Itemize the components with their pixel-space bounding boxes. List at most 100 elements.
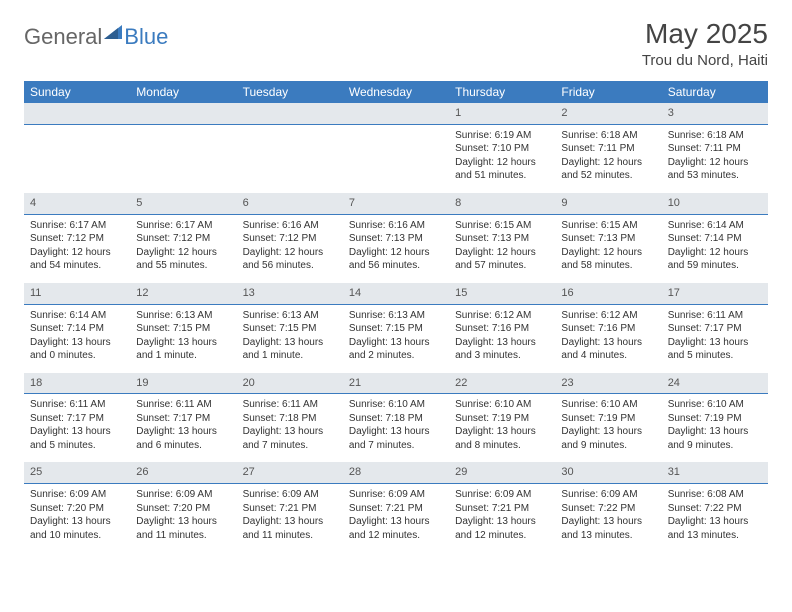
day-number: 18 <box>24 373 130 395</box>
sunrise-line: Sunrise: 6:10 AM <box>668 398 762 412</box>
day-number: 3 <box>662 103 768 125</box>
day-number: 2 <box>555 103 661 125</box>
daylight-line: Daylight: 13 hours and 9 minutes. <box>668 425 762 452</box>
sunset-line: Sunset: 7:14 PM <box>668 232 762 246</box>
daylight-line: Daylight: 12 hours and 57 minutes. <box>455 246 549 273</box>
sunrise-line: Sunrise: 6:09 AM <box>349 488 443 502</box>
weekday-saturday: Saturday <box>662 81 768 103</box>
day-number: 16 <box>555 283 661 305</box>
sunset-line: Sunset: 7:22 PM <box>668 502 762 516</box>
day-cell-24: 24Sunrise: 6:10 AMSunset: 7:19 PMDayligh… <box>662 372 768 462</box>
day-cell-26: 26Sunrise: 6:09 AMSunset: 7:20 PMDayligh… <box>130 461 236 551</box>
sunset-line: Sunset: 7:20 PM <box>136 502 230 516</box>
day-body: Sunrise: 6:11 AMSunset: 7:18 PMDaylight:… <box>237 394 343 460</box>
sunset-line: Sunset: 7:13 PM <box>349 232 443 246</box>
daylight-line: Daylight: 12 hours and 55 minutes. <box>136 246 230 273</box>
daylight-line: Daylight: 12 hours and 59 minutes. <box>668 246 762 273</box>
sunrise-line: Sunrise: 6:13 AM <box>243 309 337 323</box>
empty-cell <box>343 103 449 192</box>
sunset-line: Sunset: 7:17 PM <box>30 412 124 426</box>
sunrise-line: Sunrise: 6:11 AM <box>136 398 230 412</box>
month-title: May 2025 <box>642 18 768 50</box>
brand-logo: General Blue <box>24 18 168 50</box>
calendar-row: 11Sunrise: 6:14 AMSunset: 7:14 PMDayligh… <box>24 282 768 372</box>
sunset-line: Sunset: 7:10 PM <box>455 142 549 156</box>
day-cell-5: 5Sunrise: 6:17 AMSunset: 7:12 PMDaylight… <box>130 192 236 282</box>
daylight-line: Daylight: 13 hours and 7 minutes. <box>349 425 443 452</box>
day-body <box>343 125 449 185</box>
sunset-line: Sunset: 7:21 PM <box>243 502 337 516</box>
day-body: Sunrise: 6:12 AMSunset: 7:16 PMDaylight:… <box>555 305 661 371</box>
calendar-grid: SundayMondayTuesdayWednesdayThursdayFrid… <box>24 81 768 552</box>
day-cell-14: 14Sunrise: 6:13 AMSunset: 7:15 PMDayligh… <box>343 282 449 372</box>
day-number: 15 <box>449 283 555 305</box>
day-number: 27 <box>237 462 343 484</box>
daylight-line: Daylight: 12 hours and 56 minutes. <box>349 246 443 273</box>
sunrise-line: Sunrise: 6:16 AM <box>243 219 337 233</box>
sunrise-line: Sunrise: 6:09 AM <box>136 488 230 502</box>
weekday-thursday: Thursday <box>449 81 555 103</box>
sunset-line: Sunset: 7:22 PM <box>561 502 655 516</box>
day-cell-11: 11Sunrise: 6:14 AMSunset: 7:14 PMDayligh… <box>24 282 130 372</box>
sunrise-line: Sunrise: 6:09 AM <box>455 488 549 502</box>
sunrise-line: Sunrise: 6:17 AM <box>136 219 230 233</box>
sail-icon <box>104 25 122 39</box>
daylight-line: Daylight: 13 hours and 1 minute. <box>243 336 337 363</box>
daylight-line: Daylight: 13 hours and 3 minutes. <box>455 336 549 363</box>
day-body: Sunrise: 6:15 AMSunset: 7:13 PMDaylight:… <box>449 215 555 281</box>
day-number: 12 <box>130 283 236 305</box>
day-body: Sunrise: 6:13 AMSunset: 7:15 PMDaylight:… <box>130 305 236 371</box>
sunset-line: Sunset: 7:19 PM <box>455 412 549 426</box>
day-cell-15: 15Sunrise: 6:12 AMSunset: 7:16 PMDayligh… <box>449 282 555 372</box>
sunset-line: Sunset: 7:20 PM <box>30 502 124 516</box>
title-block: May 2025 Trou du Nord, Haiti <box>642 18 768 69</box>
sunrise-line: Sunrise: 6:12 AM <box>455 309 549 323</box>
day-body: Sunrise: 6:13 AMSunset: 7:15 PMDaylight:… <box>237 305 343 371</box>
weekday-sunday: Sunday <box>24 81 130 103</box>
day-number: 1 <box>449 103 555 125</box>
sunrise-line: Sunrise: 6:11 AM <box>30 398 124 412</box>
day-body: Sunrise: 6:13 AMSunset: 7:15 PMDaylight:… <box>343 305 449 371</box>
sunrise-line: Sunrise: 6:09 AM <box>30 488 124 502</box>
sunrise-line: Sunrise: 6:10 AM <box>349 398 443 412</box>
day-body: Sunrise: 6:12 AMSunset: 7:16 PMDaylight:… <box>449 305 555 371</box>
daylight-line: Daylight: 12 hours and 54 minutes. <box>30 246 124 273</box>
day-cell-22: 22 Sunrise: 6:10 AMSunset: 7:19 PMDayligh… <box>449 372 555 462</box>
day-number: 6 <box>237 193 343 215</box>
calendar-row: 1Sunrise: 6:19 AMSunset: 7:10 PMDaylight… <box>24 103 768 192</box>
sunrise-line: Sunrise: 6:14 AM <box>668 219 762 233</box>
day-number: 20 <box>237 373 343 395</box>
sunrise-line: Sunrise: 6:09 AM <box>561 488 655 502</box>
daylight-line: Daylight: 13 hours and 8 minutes. <box>455 425 549 452</box>
empty-cell <box>237 103 343 192</box>
day-number: 17 <box>662 283 768 305</box>
header: General Blue May 2025 Trou du Nord, Hait… <box>24 18 768 69</box>
daylight-line: Daylight: 13 hours and 2 minutes. <box>349 336 443 363</box>
sunrise-line: Sunrise: 6:18 AM <box>668 129 762 143</box>
day-number: 5 <box>130 193 236 215</box>
sunset-line: Sunset: 7:12 PM <box>243 232 337 246</box>
day-body: Sunrise: 6:11 AMSunset: 7:17 PMDaylight:… <box>130 394 236 460</box>
sunrise-line: Sunrise: 6:10 AM <box>455 398 549 412</box>
day-body: Sunrise: 6:08 AMSunset: 7:22 PMDaylight:… <box>662 484 768 550</box>
day-number: 25 <box>24 462 130 484</box>
day-number: 21 <box>343 373 449 395</box>
day-number: 8 <box>449 193 555 215</box>
day-body <box>24 125 130 185</box>
daylight-line: Daylight: 13 hours and 0 minutes. <box>30 336 124 363</box>
sunrise-line: Sunrise: 6:10 AM <box>561 398 655 412</box>
day-number: 22 <box>449 373 555 395</box>
sunset-line: Sunset: 7:13 PM <box>561 232 655 246</box>
day-body: Sunrise: 6:09 AMSunset: 7:20 PMDaylight:… <box>24 484 130 550</box>
daylight-line: Daylight: 13 hours and 13 minutes. <box>668 515 762 542</box>
day-cell-17: 17Sunrise: 6:11 AMSunset: 7:17 PMDayligh… <box>662 282 768 372</box>
sunset-line: Sunset: 7:21 PM <box>349 502 443 516</box>
daylight-line: Daylight: 12 hours and 52 minutes. <box>561 156 655 183</box>
day-number: 13 <box>237 283 343 305</box>
sunrise-line: Sunrise: 6:14 AM <box>30 309 124 323</box>
day-cell-31: 31Sunrise: 6:08 AMSunset: 7:22 PMDayligh… <box>662 461 768 551</box>
brand-part2: Blue <box>124 24 168 50</box>
calendar-row: 4Sunrise: 6:17 AMSunset: 7:12 PMDaylight… <box>24 192 768 282</box>
sunset-line: Sunset: 7:13 PM <box>455 232 549 246</box>
day-body <box>130 125 236 185</box>
